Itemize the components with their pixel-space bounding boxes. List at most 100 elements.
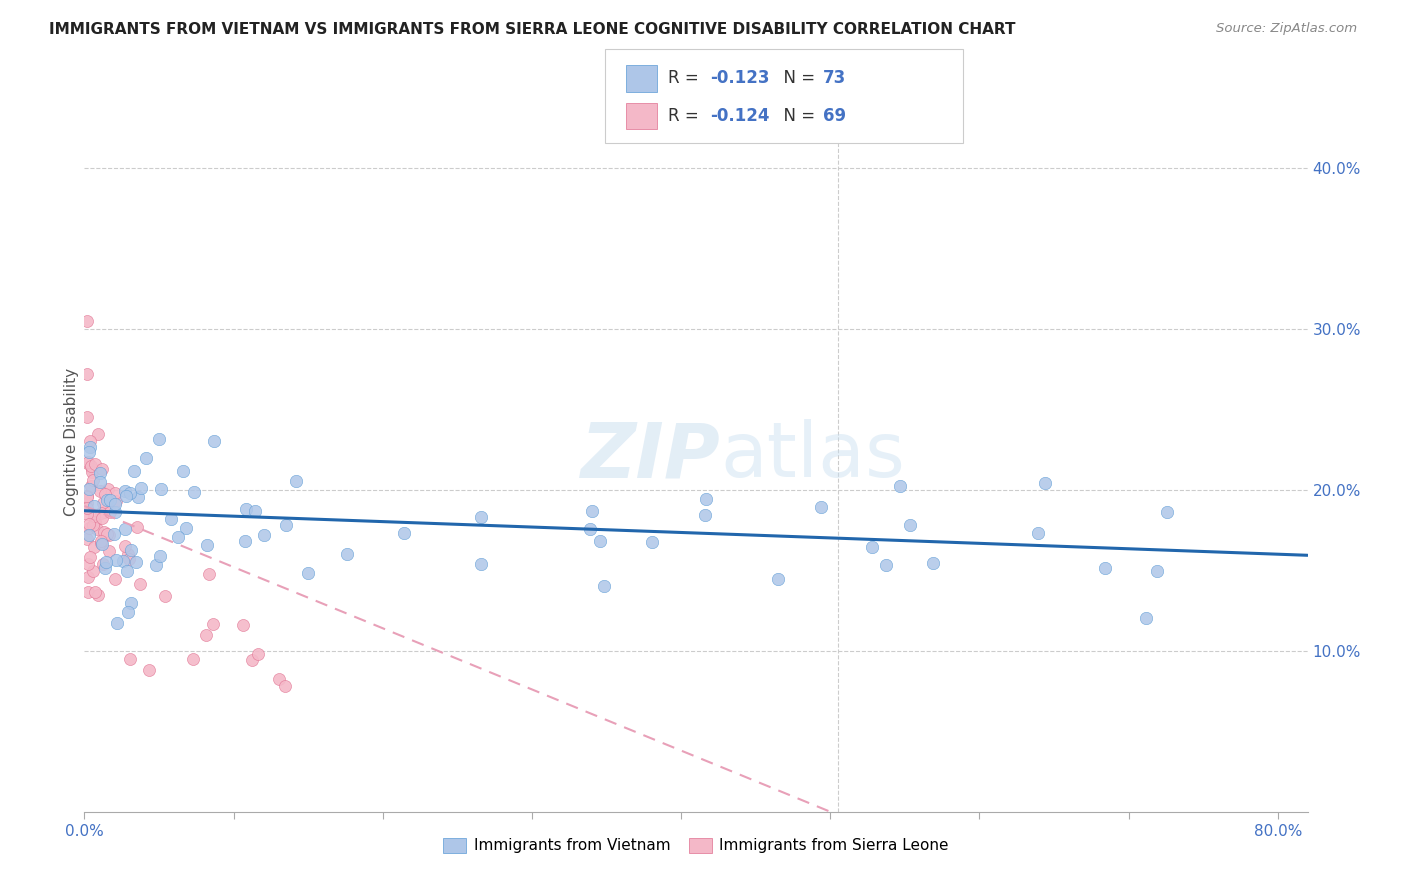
Point [766, 572, 789, 586]
Point [76, 410, 98, 425]
Point [593, 579, 616, 593]
Point [91, 496, 114, 510]
Point [83, 457, 105, 471]
Point [125, 555, 148, 569]
Point [394, 525, 416, 540]
Point [247, 647, 270, 661]
Point [77, 521, 100, 535]
Point [77, 482, 100, 496]
Point [79, 440, 101, 454]
Point [166, 531, 188, 545]
Point [117, 547, 139, 561]
Point [125, 520, 148, 534]
Point [245, 504, 267, 518]
Point [90, 536, 112, 550]
Point [204, 434, 226, 449]
Point [195, 538, 218, 552]
Point [269, 672, 291, 686]
Point [235, 534, 257, 549]
Point [1146, 565, 1168, 579]
Point [98, 544, 121, 558]
Text: N =: N = [773, 107, 821, 125]
Point [79, 517, 101, 532]
Point [93, 524, 115, 539]
Point [104, 552, 127, 566]
Point [195, 628, 218, 642]
Point [114, 539, 136, 553]
Point [284, 474, 307, 488]
Point [235, 502, 257, 516]
Point [120, 543, 142, 558]
Point [83, 509, 105, 524]
Point [96, 527, 118, 541]
Point [889, 479, 911, 493]
Point [94, 487, 117, 501]
Text: ZIP: ZIP [581, 419, 720, 493]
Point [589, 534, 612, 549]
Point [91, 462, 114, 476]
Point [87, 588, 110, 602]
Point [122, 464, 145, 478]
Point [104, 572, 127, 586]
Point [579, 522, 602, 536]
Point [120, 596, 142, 610]
Point [1033, 476, 1056, 491]
Point [97, 528, 120, 542]
Point [240, 653, 263, 667]
Point [149, 549, 172, 563]
Point [76, 456, 98, 470]
Point [90, 534, 112, 549]
Point [83, 540, 105, 554]
Point [93, 505, 115, 519]
Point [103, 526, 125, 541]
Point [79, 434, 101, 449]
Point [129, 576, 152, 591]
Point [183, 485, 205, 500]
Point [127, 491, 149, 505]
Point [470, 558, 492, 572]
Point [84, 585, 107, 599]
Point [76, 532, 98, 546]
Point [118, 552, 141, 566]
Point [82, 462, 104, 476]
Point [1094, 561, 1116, 575]
Point [77, 455, 100, 469]
Point [138, 663, 160, 677]
Point [201, 617, 224, 632]
Point [76, 490, 98, 504]
Point [82, 474, 104, 488]
Point [91, 510, 114, 524]
Text: R =: R = [668, 70, 704, 87]
Point [77, 584, 100, 599]
Point [77, 570, 100, 584]
Point [104, 497, 127, 511]
Point [114, 489, 136, 503]
Point [80, 458, 103, 473]
Point [89, 466, 111, 480]
Text: 73: 73 [823, 70, 846, 87]
Text: -0.123: -0.123 [710, 70, 769, 87]
Point [148, 432, 170, 446]
Point [98, 492, 121, 507]
Point [90, 537, 112, 551]
Point [860, 540, 883, 554]
Point [641, 534, 664, 549]
Text: 69: 69 [823, 107, 845, 125]
Point [898, 518, 921, 533]
Point [105, 616, 128, 631]
Point [80, 479, 103, 493]
Point [114, 483, 136, 498]
Point [76, 314, 98, 328]
Point [104, 505, 127, 519]
Point [94, 555, 117, 569]
Point [470, 510, 492, 524]
Point [89, 483, 111, 498]
Point [581, 504, 603, 518]
Point [114, 522, 136, 536]
Point [118, 485, 141, 500]
Point [94, 561, 117, 575]
Text: IMMIGRANTS FROM VIETNAM VS IMMIGRANTS FROM SIERRA LEONE COGNITIVE DISABILITY COR: IMMIGRANTS FROM VIETNAM VS IMMIGRANTS FR… [49, 22, 1015, 37]
Point [86, 523, 108, 537]
Point [86, 427, 108, 442]
Point [693, 508, 716, 522]
